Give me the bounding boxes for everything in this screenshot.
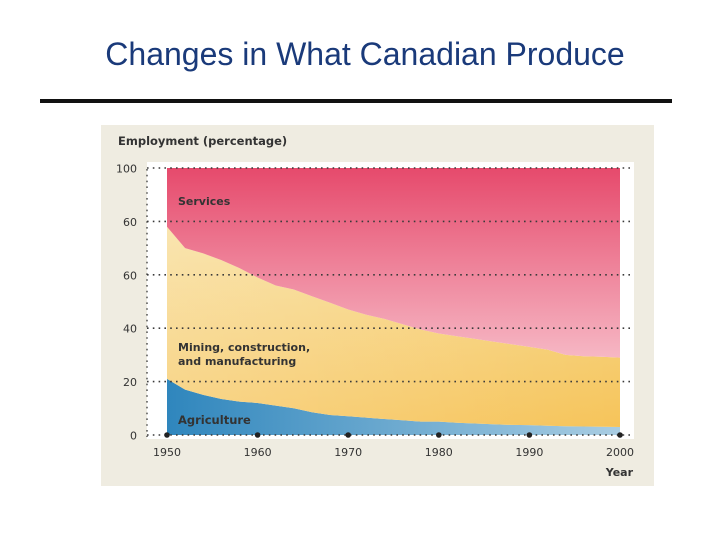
series-label-mining-line-1: Mining, construction, bbox=[178, 341, 310, 354]
x-tick-marker-1990 bbox=[526, 432, 533, 438]
x-tick-marker-1970 bbox=[345, 432, 351, 438]
x-axis-label: Year bbox=[605, 466, 634, 479]
chart-panel: 0 20 40 60 60 100 1950 1960 1970 1980 1990 2000 Emp… bbox=[101, 125, 654, 486]
x-tick-marker-2000 bbox=[617, 432, 623, 438]
y-tick-label-0: 0 bbox=[130, 430, 137, 443]
series-label-mining-line-2: and manufacturing bbox=[178, 355, 296, 368]
mining-area-highlight bbox=[167, 226, 620, 427]
x-tick-label-1960: 1960 bbox=[244, 446, 272, 459]
x-tick-label-2000: 2000 bbox=[606, 446, 634, 459]
series-label-services: Services bbox=[178, 195, 231, 208]
x-tick-label-1950: 1950 bbox=[153, 446, 181, 459]
series-label-agriculture: Agriculture bbox=[178, 413, 251, 427]
x-tick-marker-1980 bbox=[436, 432, 442, 438]
x-tick-label-1990: 1990 bbox=[515, 446, 543, 459]
title-divider bbox=[40, 99, 672, 103]
y-tick-label-100: 100 bbox=[116, 163, 137, 176]
x-tick-label-1980: 1980 bbox=[425, 446, 453, 459]
chart-title: Employment (percentage) bbox=[118, 134, 287, 148]
y-tick-label-40: 40 bbox=[123, 323, 137, 336]
x-tick-marker-1950 bbox=[164, 432, 170, 438]
slide-title: Changes in What Canadian Produce bbox=[105, 36, 625, 72]
x-tick-marker-1960 bbox=[254, 432, 261, 438]
y-tick-label-80: 60 bbox=[123, 216, 137, 229]
y-tick-label-60: 60 bbox=[123, 269, 137, 282]
agriculture-area bbox=[167, 378, 620, 435]
services-area bbox=[167, 168, 620, 358]
employment-area-chart: 0 20 40 60 60 100 1950 1960 1970 1980 1990 2000 Emp… bbox=[101, 125, 654, 486]
y-tick-label-20: 20 bbox=[123, 376, 137, 389]
x-tick-label-1970: 1970 bbox=[334, 446, 362, 459]
